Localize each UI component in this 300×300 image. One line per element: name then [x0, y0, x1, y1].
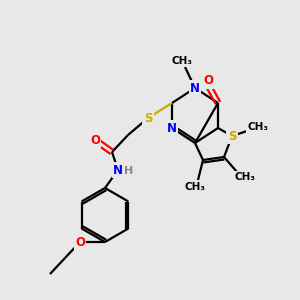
Text: CH₃: CH₃: [184, 182, 206, 192]
Text: CH₃: CH₃: [248, 122, 268, 132]
Text: N: N: [190, 82, 200, 94]
Text: O: O: [90, 134, 100, 146]
Text: O: O: [203, 74, 213, 88]
Text: N: N: [167, 122, 177, 134]
Text: H: H: [124, 166, 134, 176]
Text: O: O: [75, 236, 85, 248]
Text: S: S: [228, 130, 236, 142]
Text: S: S: [144, 112, 152, 124]
Text: CH₃: CH₃: [172, 56, 193, 66]
Text: N: N: [113, 164, 123, 176]
Text: CH₃: CH₃: [235, 172, 256, 182]
